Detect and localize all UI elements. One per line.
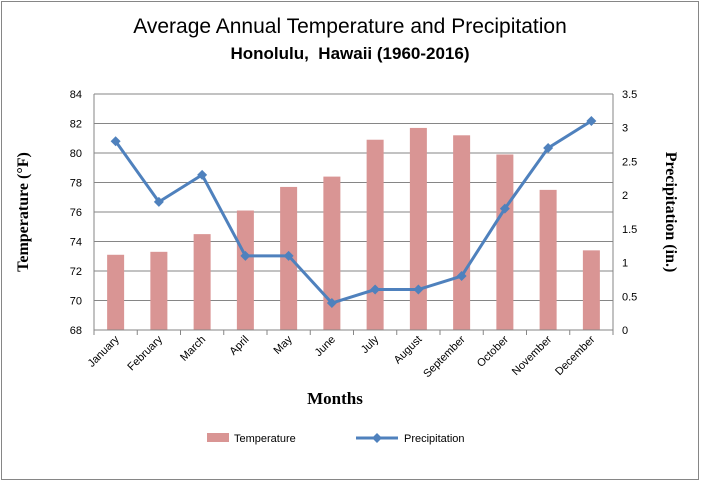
x-axis-title: Months — [307, 389, 363, 408]
y-axis-title: Temperature (°F) — [15, 152, 32, 272]
precipitation-marker — [586, 115, 597, 126]
y2-tick-label: 0.5 — [622, 291, 637, 303]
precipitation-marker — [413, 284, 424, 295]
y-tick-label: 84 — [70, 89, 82, 101]
legend-precipitation-label: Precipitation — [404, 433, 465, 445]
y2-tick-label: 1 — [622, 258, 628, 270]
x-tick-label: July — [359, 333, 382, 356]
y2-tick-label: 2 — [622, 190, 628, 202]
y2-tick-label: 0 — [622, 325, 628, 337]
precipitation-line — [114, 119, 593, 305]
y-tick-label: 80 — [70, 148, 82, 160]
temperature-bar — [582, 250, 600, 330]
temperature-bar — [236, 210, 254, 330]
legend: Temperature Precipitation — [207, 433, 465, 445]
temperature-bar — [366, 139, 384, 330]
y2-tick-label: 2.5 — [622, 156, 637, 168]
temperature-bar — [453, 135, 471, 330]
temperature-bar — [107, 254, 125, 330]
precipitation-marker — [283, 250, 294, 261]
y-tick-label: 78 — [70, 178, 82, 190]
x-tick-label: December — [553, 333, 598, 378]
y2-axis-title: Precipitation (in.) — [662, 152, 679, 273]
y-tick-label: 68 — [70, 325, 82, 337]
precipitation-marker — [240, 250, 251, 261]
x-tick-label: May — [272, 333, 296, 357]
x-tick-label: January — [86, 333, 123, 370]
x-tick-label: February — [125, 333, 165, 373]
y2-tick-label: 3 — [622, 123, 628, 135]
precipitation-marker — [326, 298, 337, 309]
precipitation-marker — [153, 196, 164, 207]
x-tick-label: September — [421, 333, 468, 380]
temperature-bar — [323, 176, 341, 330]
precipitation-marker — [370, 284, 381, 295]
temperature-bar — [496, 154, 514, 330]
x-tick-label: April — [227, 334, 251, 358]
temperature-bar — [539, 189, 557, 330]
y-tick-label: 76 — [70, 207, 82, 219]
x-tick-label: August — [392, 334, 425, 367]
legend-temperature-label: Temperature — [234, 433, 296, 445]
y2-tick-label: 1.5 — [622, 224, 637, 236]
y-tick-label: 74 — [70, 237, 82, 249]
chart-title: Average Annual Temperature and Precipita… — [133, 15, 567, 38]
temperature-bar — [409, 127, 427, 330]
precipitation-marker — [456, 271, 467, 282]
y-tick-label: 82 — [70, 119, 82, 131]
legend-precipitation-marker — [372, 433, 382, 443]
x-tick-label: November — [510, 333, 555, 378]
precipitation-marker — [197, 169, 208, 180]
x-tick-label: March — [178, 334, 208, 364]
precipitation-marker — [543, 142, 554, 153]
x-tick-label: June — [313, 334, 338, 359]
legend-temperature-swatch — [207, 433, 229, 442]
y2-tick-label: 3.5 — [622, 89, 637, 101]
temperature-bar — [193, 234, 211, 330]
x-tick-label: October — [475, 333, 511, 369]
precipitation-marker — [499, 203, 510, 214]
precipitation-marker — [110, 136, 121, 147]
y-tick-label: 70 — [70, 296, 82, 308]
chart-subtitle: Honolulu, Hawaii (1960-2016) — [230, 44, 469, 63]
y-tick-label: 72 — [70, 266, 82, 278]
temperature-bar — [150, 251, 168, 330]
